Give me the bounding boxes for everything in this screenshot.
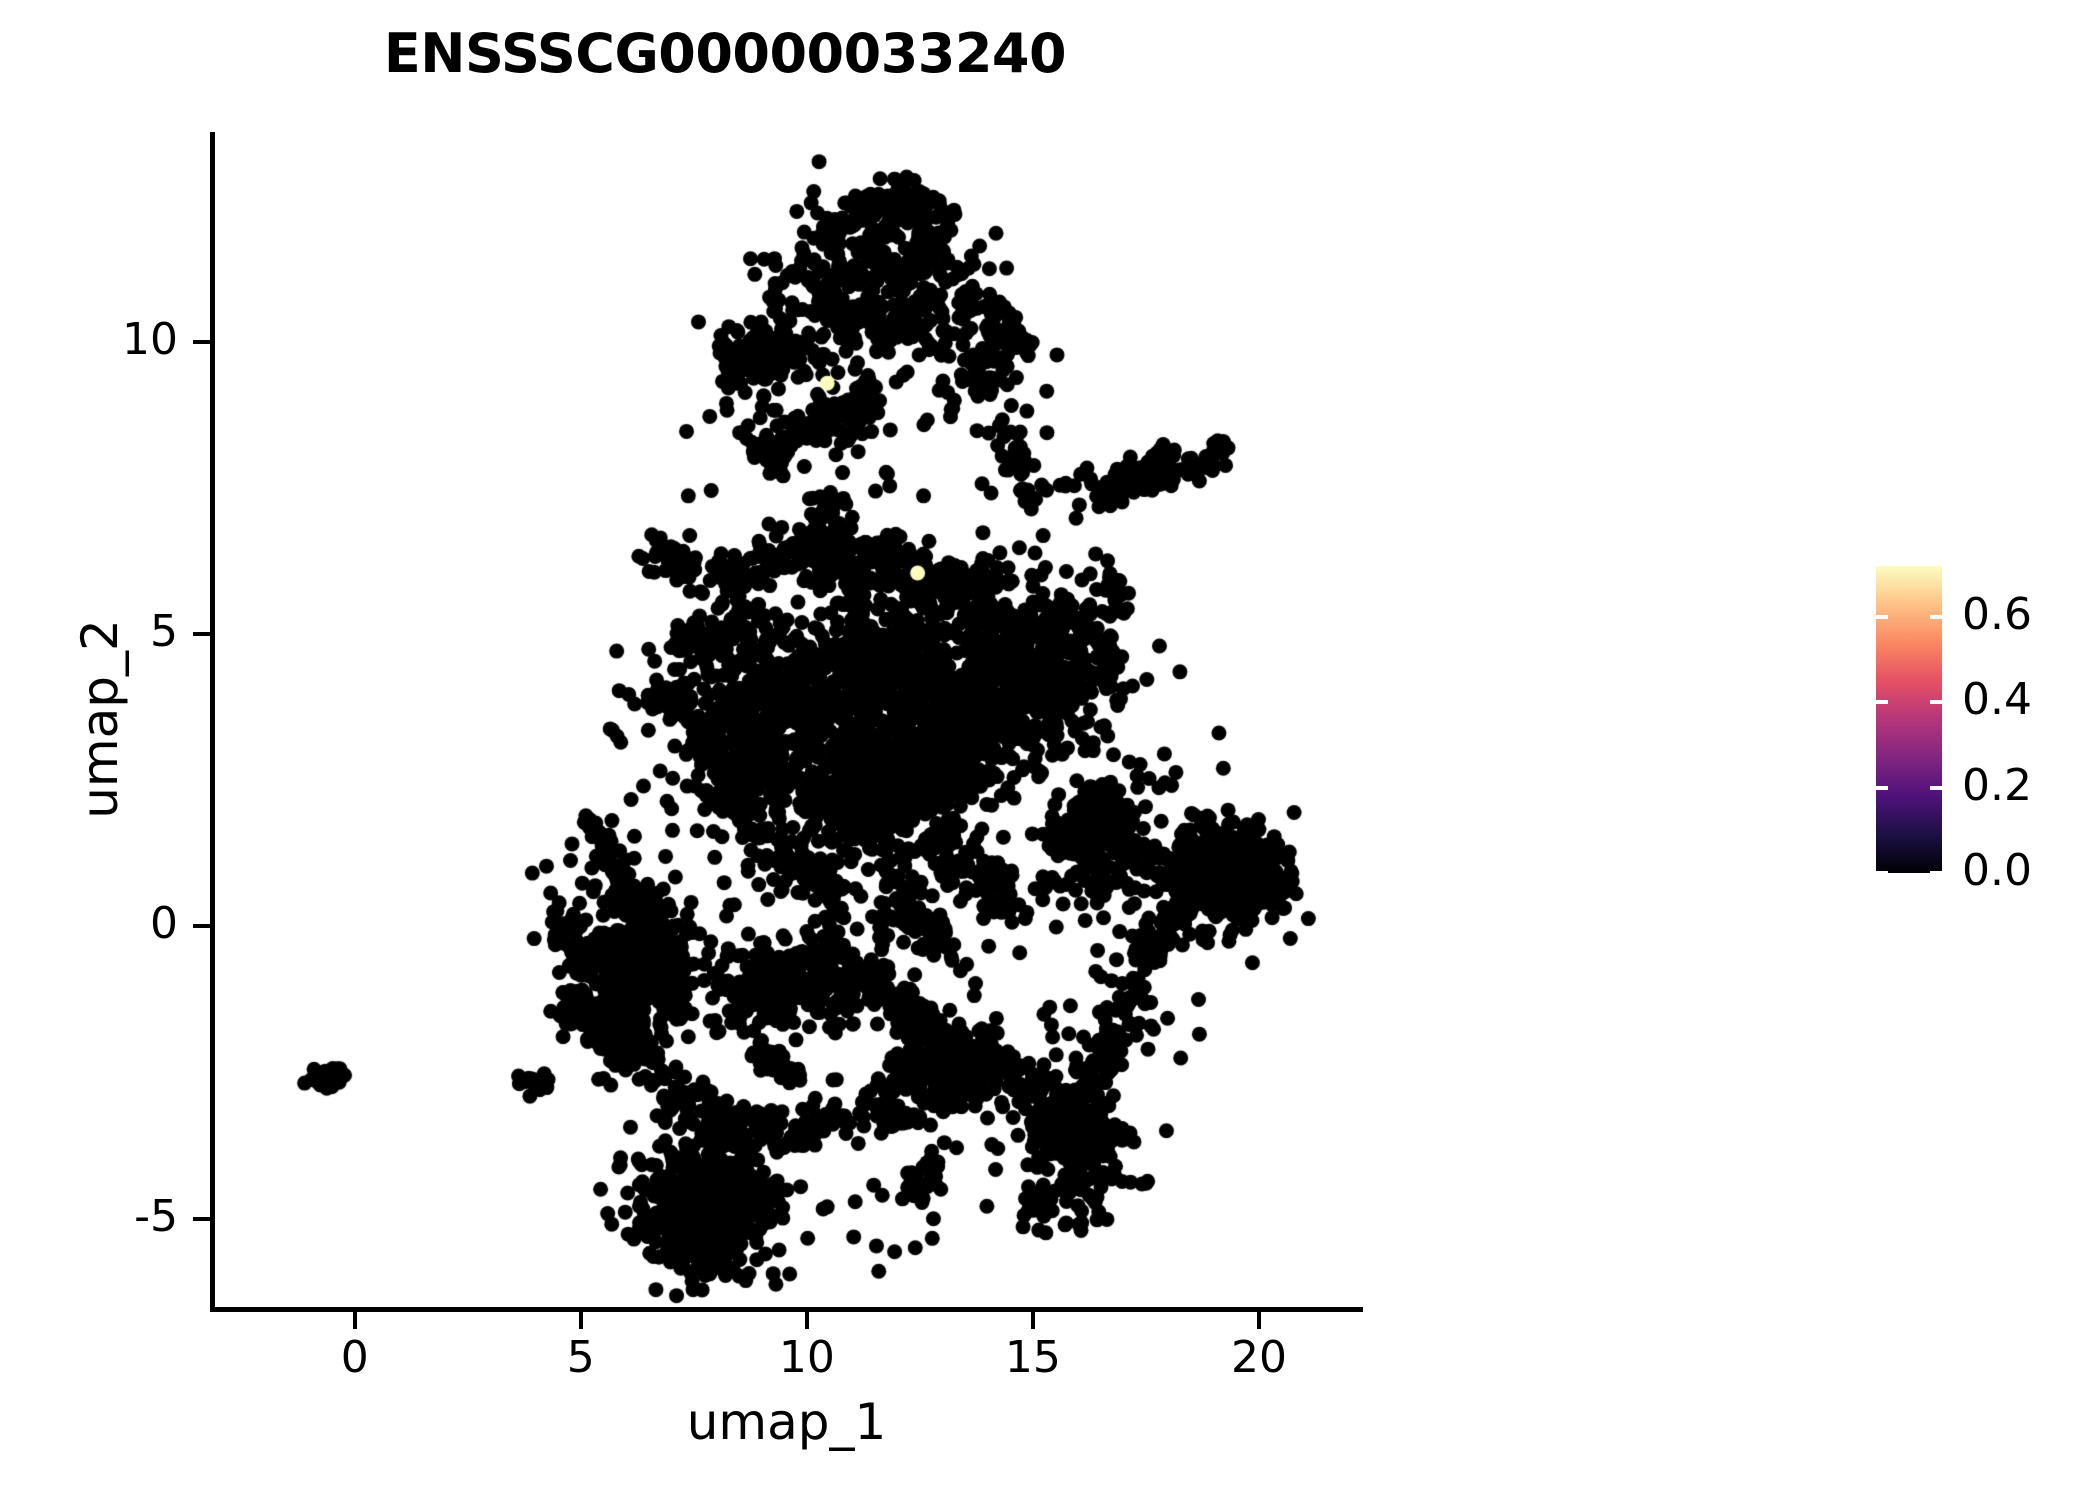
y-tick-label: 5 [150,606,178,658]
y-tick-mark [193,1216,210,1221]
y-axis-label: umap_2 [71,619,129,819]
colorbar-gradient [1876,566,1942,873]
colorbar-tick-mark [1930,871,1942,875]
x-tick-mark [804,1312,809,1329]
y-tick-mark [193,924,210,929]
colorbar-tick-label: 0.0 [1962,845,2032,896]
x-axis-spine [210,1307,1363,1312]
x-tick-label: 15 [1004,1332,1061,1383]
x-tick-label: 10 [778,1332,835,1383]
colorbar-tick-mark [1930,700,1942,705]
colorbar-tick-mark [1876,700,1888,705]
colorbar [1876,566,1942,873]
y-tick-label: -5 [134,1190,178,1242]
colorbar-tick-mark [1930,785,1942,790]
y-tick-mark [193,340,210,345]
x-tick-label: 0 [340,1332,369,1383]
colorbar-tick-mark [1930,615,1942,620]
colorbar-tick-mark [1876,785,1888,790]
y-axis-spine [210,132,215,1312]
x-axis-label: umap_1 [686,1393,887,1451]
x-tick-mark [1257,1312,1261,1329]
colorbar-tick-label: 0.4 [1962,674,2032,726]
colorbar-tick-label: 0.2 [1962,759,2032,811]
x-tick-label: 5 [566,1332,595,1383]
page-title: ENSSSCG00000033240 [383,22,1067,85]
x-tick-mark [1030,1312,1035,1329]
x-tick-label: 20 [1231,1332,1287,1383]
colorbar-tick-mark [1876,871,1888,875]
colorbar-tick-mark [1876,615,1888,620]
y-tick-mark [193,632,210,637]
colorbar-tick-label: 0.6 [1962,589,2032,641]
y-tick-label: 10 [122,314,178,366]
x-tick-mark [352,1312,357,1329]
y-tick-label: 0 [150,898,178,950]
scatter-plot-canvas [210,132,1363,1312]
x-tick-mark [578,1312,583,1329]
